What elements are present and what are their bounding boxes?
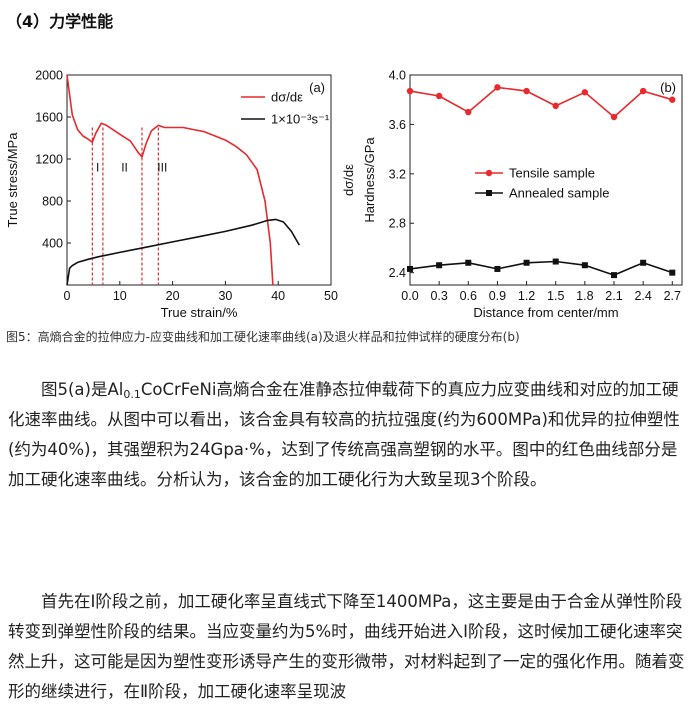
para1-text: 高熵合金在准静态拉伸载荷下的真应力应变曲线和对应的加工硬化速率曲线。从图中可以看… bbox=[8, 380, 680, 489]
panel-b-series-line-1 bbox=[409, 86, 673, 118]
panel-b-data-point bbox=[465, 259, 472, 266]
panel-b-x-tick-label: 0.9 bbox=[489, 289, 506, 303]
panel-b-y-tick-label: 3.2 bbox=[389, 167, 406, 181]
panel-a-series-line-2 bbox=[66, 218, 300, 286]
panel-b-data-point bbox=[406, 87, 414, 95]
panel-a-legend-label: dσ/dε bbox=[271, 90, 303, 105]
panel-b-y-tick-label: 4.0 bbox=[389, 69, 406, 83]
panel-a-label: (a) bbox=[309, 80, 325, 95]
panel-b-x-tick-label: 0.3 bbox=[430, 289, 447, 303]
panel-a-plot-frame bbox=[66, 74, 332, 286]
panel-a-y-tick-label: 2000 bbox=[35, 69, 63, 83]
panel-b-x-tick-label: 1.8 bbox=[576, 289, 593, 303]
panel-b-data-point bbox=[523, 87, 530, 95]
figure-5: 0 10 20 30 40 50 400 800 1200 1600 2000 True strain… bbox=[0, 60, 695, 325]
panel-b-data-point bbox=[494, 84, 501, 91]
figure-svg: 0 10 20 30 40 50 400 800 1200 1600 2000 True strain… bbox=[5, 69, 683, 320]
panel-b-data-point bbox=[552, 102, 559, 110]
panel-a-series-line-1 bbox=[66, 74, 274, 286]
alloy-name-rest: CoCrFeNi bbox=[140, 380, 217, 399]
panel-a-y-tick-label: 800 bbox=[42, 195, 63, 209]
panel-a-x-tick-label: 30 bbox=[218, 289, 232, 303]
panel-b-legend-marker bbox=[486, 190, 492, 196]
panel-b-data-point bbox=[581, 89, 589, 96]
panel-a-x-tick-label: 10 bbox=[113, 289, 127, 303]
panel-b-data-point bbox=[552, 258, 559, 265]
panel-a-stage-label: II bbox=[121, 161, 128, 175]
panel-b-x-tick-label: 2.1 bbox=[605, 289, 622, 303]
panel-b-data-point bbox=[435, 92, 443, 100]
section-heading: （4）力学性能 bbox=[6, 12, 114, 31]
panel-a-x-tick-label: 40 bbox=[271, 289, 285, 303]
panel-b-data-point bbox=[611, 272, 617, 279]
panel-b-data-point bbox=[523, 259, 530, 266]
para1-lead: 图5(a)是 bbox=[41, 380, 108, 399]
panel-b-data-point bbox=[669, 269, 676, 276]
figure-caption: 图5：高熵合金的拉伸应力-应变曲线和加工硬化速率曲线(a)及退火样品和拉伸试样的… bbox=[6, 330, 520, 344]
panel-b-legend-marker bbox=[485, 169, 493, 177]
panel-b-data-point bbox=[494, 265, 501, 272]
panel-b-data-point bbox=[669, 96, 676, 103]
panel-a-x-axis-label: True strain/% bbox=[161, 305, 238, 320]
panel-b-y-axis-label: Hardness/GPa bbox=[362, 137, 377, 223]
panel-b-data-point bbox=[640, 259, 647, 266]
panel-b-data-point bbox=[581, 262, 588, 269]
panel-b-legend-label: Annealed sample bbox=[509, 186, 609, 201]
panel-a-stage-label: I bbox=[96, 161, 99, 175]
panel-b-plot-frame bbox=[409, 74, 683, 286]
panel-a-x-tick-label: 50 bbox=[324, 289, 338, 303]
panel-b-x-axis-label: Distance from center/mm bbox=[473, 305, 618, 320]
panel-a-y-tick-label: 1200 bbox=[35, 153, 63, 167]
panel-b-data-point bbox=[407, 265, 413, 272]
panel-b-x-tick-label: 0.6 bbox=[460, 289, 477, 303]
panel-b-x-tick-label: 2.4 bbox=[634, 289, 651, 303]
panel-b-y-tick-label: 2.8 bbox=[389, 217, 406, 231]
panel-b-data-point bbox=[465, 108, 472, 116]
panel-b-data-point bbox=[639, 87, 647, 95]
alloy-subscript: 0.1 bbox=[123, 388, 141, 401]
panel-a-y-axis-label: True stress/MPa bbox=[5, 132, 20, 228]
alloy-name: Al bbox=[107, 380, 124, 399]
panel-a-legend-label: 1×10⁻³s⁻¹ bbox=[271, 112, 330, 127]
panel-b-series-line-2 bbox=[409, 260, 673, 276]
panel-b-label: (b) bbox=[660, 80, 676, 95]
panel-a-y-tick-label: 400 bbox=[42, 237, 63, 251]
paragraph-1: 图5(a)是Al0.1CoCrFeNi高熵合金在准静态拉伸载荷下的真应力应变曲线… bbox=[8, 375, 688, 495]
panel-b-data-point bbox=[610, 113, 618, 121]
panel-b-x-tick-label: 2.7 bbox=[664, 289, 681, 303]
panel-a-x-tick-label: 0 bbox=[64, 289, 71, 303]
panel-b-data-point bbox=[436, 262, 443, 269]
panel-a-stage-label: III bbox=[157, 161, 167, 175]
panel-a-y-tick-label: 1600 bbox=[35, 111, 63, 125]
panel-b-x-tick-label: 1.5 bbox=[547, 289, 564, 303]
panel-a-x-tick-label: 20 bbox=[166, 289, 180, 303]
panel-b-x-tick-label: 0.0 bbox=[401, 289, 418, 303]
panel-a-y2-axis-label: dσ/dε bbox=[341, 164, 356, 196]
panel-b-legend-label: Tensile sample bbox=[509, 166, 595, 181]
panel-b-y-tick-label: 2.4 bbox=[389, 266, 406, 280]
paragraph-2: 首先在Ⅰ阶段之前，加工硬化率呈直线式下降至1400MPa，这主要是由于合金从弹性… bbox=[8, 592, 685, 701]
panel-b-x-tick-label: 1.2 bbox=[518, 289, 535, 303]
panel-b-y-tick-label: 3.6 bbox=[389, 118, 406, 132]
